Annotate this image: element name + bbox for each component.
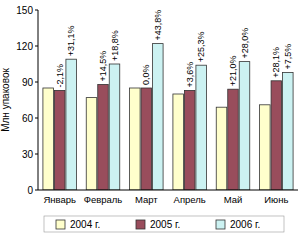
annotation: +14,5% [98, 51, 108, 82]
bar [153, 44, 164, 190]
chart: Млн упаковок 0 30 60 90 120 150 -2,1% +14,5% 0,0%… [0, 0, 300, 236]
annotation: +3,6% [185, 62, 195, 88]
bar [43, 88, 54, 190]
bars [43, 44, 293, 190]
legend-frame [44, 216, 284, 232]
bar [98, 84, 109, 190]
bar [216, 107, 227, 190]
bar [184, 90, 195, 190]
y-tick-label: 150 [16, 5, 33, 16]
bar [173, 94, 184, 190]
legend-swatch [216, 220, 225, 229]
bar [66, 59, 77, 190]
y-tick-label: 30 [22, 149, 34, 160]
y-axis [38, 10, 39, 190]
annotation: -2,1% [55, 64, 65, 88]
y-tick-label: 90 [22, 77, 34, 88]
annotation: +31,1% [66, 25, 76, 56]
legend-label: 2005 г. [150, 219, 180, 230]
x-axis [38, 190, 298, 191]
y-tick-label: 120 [16, 41, 33, 52]
y-tick-label: 0 [27, 185, 33, 196]
annotation: +21,0% [228, 55, 238, 86]
y-tick-label: 60 [22, 113, 34, 124]
bar [130, 88, 141, 190]
bar [228, 89, 239, 190]
annotation: +28,0% [240, 28, 250, 59]
annotation: +25,3% [196, 31, 206, 62]
bar [54, 90, 65, 190]
legend-swatch [136, 220, 145, 229]
annotation: +28,1% [271, 47, 281, 78]
x-tick-label: Апрель [174, 194, 206, 205]
legend-swatch [56, 220, 65, 229]
bar [196, 65, 207, 190]
bar [271, 81, 282, 190]
bar [86, 98, 97, 190]
bar [260, 105, 271, 190]
x-tick-label: Март [135, 194, 158, 205]
x-tick-label: Июнь [264, 194, 288, 205]
legend-label: 2004 г. [70, 219, 100, 230]
bar [283, 72, 294, 190]
bar [141, 88, 152, 190]
bar [239, 62, 250, 190]
annotation: +43,8% [153, 10, 163, 41]
annotation: +7,5% [283, 44, 293, 70]
bar [109, 64, 120, 190]
x-tick-label: Февраль [84, 194, 123, 205]
y-axis-label: Млн упаковок [0, 68, 11, 132]
x-tick-label: Май [224, 194, 243, 205]
legend-label: 2006 г. [230, 219, 260, 230]
annotation: +18,8% [110, 30, 120, 61]
annotation: 0,0% [141, 64, 151, 85]
x-tick-label: Январь [43, 194, 76, 205]
legend: 2004 г. 2005 г. 2006 г. [44, 216, 284, 232]
